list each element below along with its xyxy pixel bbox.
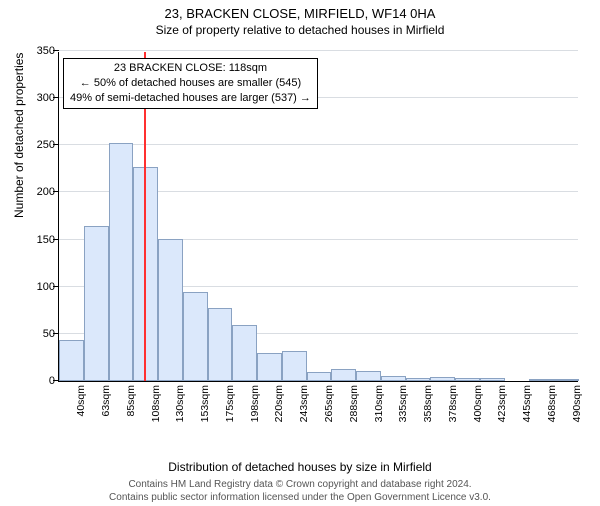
- x-tick-label: 335sqm: [397, 385, 409, 422]
- histogram-bar: [257, 353, 282, 381]
- histogram-bar: [406, 378, 431, 381]
- x-tick-label: 445sqm: [521, 385, 533, 422]
- x-tick-label: 175sqm: [224, 385, 236, 422]
- chart-container: 23 BRACKEN CLOSE: 118sqm← 50% of detache…: [58, 52, 586, 412]
- x-tick-label: 423sqm: [496, 385, 508, 422]
- x-tick-label: 490sqm: [571, 385, 583, 422]
- histogram-bar: [331, 369, 356, 381]
- annotation-line: 49% of semi-detached houses are larger (…: [70, 91, 311, 106]
- gridline: [59, 144, 578, 145]
- histogram-bar: [307, 372, 332, 381]
- x-tick-label: 358sqm: [422, 385, 434, 422]
- histogram-bar: [282, 351, 307, 381]
- page-root: 23, BRACKEN CLOSE, MIRFIELD, WF14 0HA Si…: [0, 6, 600, 506]
- footer-line-1: Contains HM Land Registry data © Crown c…: [0, 479, 600, 492]
- x-tick-label: 243sqm: [298, 385, 310, 422]
- page-subtitle: Size of property relative to detached ho…: [0, 23, 600, 37]
- histogram-bar: [529, 379, 554, 381]
- x-tick-label: 288sqm: [348, 385, 360, 422]
- page-title: 23, BRACKEN CLOSE, MIRFIELD, WF14 0HA: [0, 6, 600, 21]
- y-tick-label: 300: [37, 92, 55, 104]
- x-tick-label: 40sqm: [75, 385, 87, 417]
- x-tick-label: 265sqm: [323, 385, 335, 422]
- x-tick-label: 378sqm: [447, 385, 459, 422]
- x-tick-label: 198sqm: [249, 385, 261, 422]
- histogram-bar: [430, 377, 455, 381]
- histogram-bar: [381, 376, 406, 381]
- y-tick-label: 50: [43, 328, 55, 340]
- annotation-line: ← 50% of detached houses are smaller (54…: [70, 76, 311, 91]
- histogram-bar: [480, 378, 505, 381]
- footer-line-2: Contains public sector information licen…: [0, 492, 600, 505]
- x-tick-label: 400sqm: [472, 385, 484, 422]
- footer: Contains HM Land Registry data © Crown c…: [0, 479, 600, 504]
- histogram-bar: [84, 226, 109, 381]
- annotation-line: 23 BRACKEN CLOSE: 118sqm: [70, 61, 311, 76]
- annotation-box: 23 BRACKEN CLOSE: 118sqm← 50% of detache…: [63, 58, 318, 109]
- y-tick-label: 200: [37, 186, 55, 198]
- x-tick-label: 310sqm: [373, 385, 385, 422]
- histogram-bar: [455, 378, 480, 381]
- x-tick-label: 85sqm: [125, 385, 137, 417]
- histogram-bar: [356, 371, 381, 381]
- histogram-bar: [208, 308, 233, 381]
- y-axis-title: Number of detached properties: [12, 53, 26, 218]
- histogram-bar: [59, 340, 84, 381]
- x-tick-label: 468sqm: [546, 385, 558, 422]
- y-tick-label: 0: [49, 375, 55, 387]
- x-tick-label: 130sqm: [174, 385, 186, 422]
- histogram-bar: [183, 292, 208, 381]
- x-tick-label: 108sqm: [150, 385, 162, 422]
- gridline: [59, 50, 578, 51]
- histogram-bar: [109, 143, 134, 381]
- plot-area: 23 BRACKEN CLOSE: 118sqm← 50% of detache…: [58, 52, 578, 382]
- x-tick-label: 63sqm: [100, 385, 112, 417]
- y-tick-label: 250: [37, 139, 55, 151]
- y-tick-label: 150: [37, 234, 55, 246]
- y-tick-label: 100: [37, 281, 55, 293]
- x-tick-label: 153sqm: [199, 385, 211, 422]
- histogram-bar: [232, 325, 257, 381]
- x-axis-title: Distribution of detached houses by size …: [0, 460, 600, 474]
- y-tick-label: 350: [37, 45, 55, 57]
- x-tick-label: 220sqm: [273, 385, 285, 422]
- histogram-bar: [554, 379, 579, 381]
- histogram-bar: [158, 239, 183, 381]
